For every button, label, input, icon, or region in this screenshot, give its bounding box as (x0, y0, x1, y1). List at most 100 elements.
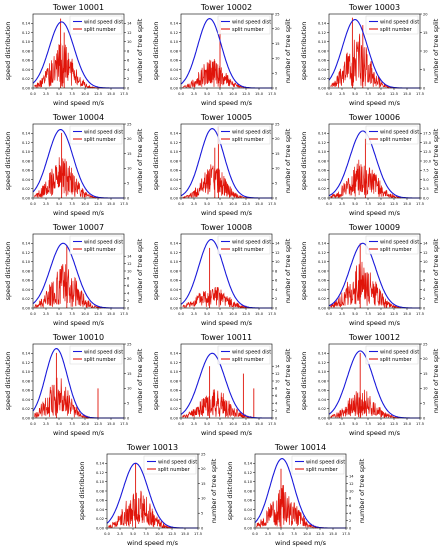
chart-3: Tower 10003 0.0 2.5 5.0 7.5 10.0 12.5 15.0 17.5 0… (300, 3, 440, 107)
y-axis-label: speed distribution (226, 462, 234, 521)
y-tick-label: 0.06 (318, 59, 327, 63)
legend: wind speed dist split number (69, 15, 123, 35)
legend-label-split-number: split number (232, 357, 265, 363)
legend: wind speed dist split number (217, 345, 271, 365)
x-tick-label: 5.0 (130, 532, 136, 536)
y-axis-label: speed distribution (4, 242, 12, 301)
y-tick-label: 0.12 (22, 361, 30, 365)
y2-tick-label: 4 (275, 288, 278, 292)
chart-7: Tower 10007 0.0 2.5 5.0 7.5 10.0 12.5 15.0 17.5 0… (4, 223, 144, 327)
x-tick-label: 0.0 (30, 312, 36, 316)
x-tick-label: 12.5 (390, 312, 398, 316)
y-tick-label: 0.12 (96, 471, 104, 475)
chart-1: Tower 10001 0.0 2.5 5.0 7.5 10.0 12.5 15.0 17.5 0… (4, 3, 144, 107)
x-tick-label: 15.0 (403, 422, 412, 426)
y-tick-label: 0.08 (244, 489, 253, 493)
x-tick-label: 2.5 (117, 532, 123, 536)
x-tick-label: 10.0 (377, 92, 386, 96)
x-tick-label: 7.5 (217, 202, 223, 206)
x-tick-label: 2.5 (43, 92, 49, 96)
y-tick-label: 0.02 (22, 297, 30, 301)
legend-label-wind-speed-dist: wind speed dist (84, 129, 123, 135)
x-tick-label: 0.0 (178, 92, 184, 96)
y2-tick-label: 15 (201, 482, 206, 486)
y-tick-label: 0.02 (170, 407, 178, 411)
y2-tick-label: 0 (275, 306, 278, 310)
x-tick-label: 10.0 (81, 92, 90, 96)
x-tick-label: 7.5 (217, 422, 223, 426)
y2-tick-label: 8 (127, 277, 130, 281)
x-tick-label: 7.5 (217, 312, 223, 316)
y2-tick-label: 8 (423, 269, 426, 273)
x-tick-label: 0.0 (252, 532, 258, 536)
legend-box (365, 345, 419, 365)
x-tick-label: 5.0 (352, 312, 358, 316)
y2-tick-label: 2 (423, 297, 425, 301)
x-tick-label: 5.0 (352, 202, 358, 206)
y2-tick-label: 0 (201, 526, 204, 530)
x-tick-label: 7.5 (365, 202, 371, 206)
legend-label-wind-speed-dist: wind speed dist (84, 19, 123, 25)
y2-tick-label: 10 (423, 49, 428, 53)
chart-2: Tower 10002 0.0 2.5 5.0 7.5 10.0 12.5 15.0 17.5 0… (152, 3, 292, 107)
y2-tick-label: 6 (275, 279, 278, 283)
y-tick-label: 0.06 (170, 169, 179, 173)
x-tick-label: 5.0 (278, 532, 284, 536)
x-tick-label: 5.0 (204, 202, 210, 206)
y2-tick-label: 0 (127, 306, 130, 310)
y2-tick-label: 15.0 (423, 141, 432, 145)
y2-axis-label: number of tree split (284, 128, 292, 193)
y-tick-label: 0.02 (22, 187, 30, 191)
y2-tick-label: 8 (275, 269, 278, 273)
chart-title: Tower 10003 (348, 3, 400, 12)
x-tick-label: 17.5 (268, 92, 276, 96)
x-tick-label: 17.5 (194, 532, 202, 536)
legend-label-wind-speed-dist: wind speed dist (232, 239, 271, 245)
y-axis-label: speed distribution (4, 132, 12, 191)
x-tick-label: 12.5 (242, 202, 250, 206)
x-axis-label: wind speed m/s (53, 209, 105, 217)
y-tick-label: 0.06 (22, 389, 31, 393)
y-tick-label: 0.08 (96, 489, 105, 493)
y-tick-label: 0.00 (170, 86, 179, 90)
legend-box (69, 345, 123, 365)
y-tick-label: 0.12 (318, 361, 326, 365)
x-tick-label: 12.5 (390, 92, 398, 96)
y2-tick-label: 20 (127, 137, 132, 141)
y-tick-label: 0.06 (22, 279, 31, 283)
y2-tick-label: 0 (127, 86, 130, 90)
x-tick-label: 15.0 (329, 532, 338, 536)
legend: wind speed dist split number (217, 125, 271, 145)
legend-label-split-number: split number (232, 247, 265, 253)
legend-label-split-number: split number (84, 247, 117, 253)
x-tick-label: 2.5 (43, 422, 49, 426)
legend: wind speed dist split number (69, 235, 123, 255)
y-tick-label: 0.00 (96, 526, 105, 530)
x-axis-label: wind speed m/s (53, 99, 105, 107)
y2-tick-label: 20 (423, 357, 428, 361)
y-tick-label: 0.00 (318, 306, 327, 310)
x-tick-label: 10.0 (377, 422, 386, 426)
y-tick-label: 0.14 (96, 462, 105, 466)
y-tick-label: 0.02 (170, 77, 178, 81)
y-tick-label: 0.10 (22, 370, 31, 374)
y2-tick-label: 20 (423, 12, 428, 16)
y2-tick-label: 20 (201, 467, 206, 471)
x-tick-label: 0.0 (178, 312, 184, 316)
legend-label-wind-speed-dist: wind speed dist (232, 19, 271, 25)
y2-tick-label: 5 (275, 72, 277, 76)
y-tick-label: 0.12 (22, 141, 30, 145)
x-axis-label: wind speed m/s (349, 319, 401, 327)
y2-axis-label: number of tree split (136, 238, 144, 303)
legend: wind speed dist split number (365, 235, 419, 255)
legend-box (365, 235, 419, 255)
y-tick-label: 0.12 (170, 361, 178, 365)
y-axis-label: speed distribution (152, 242, 160, 301)
x-tick-label: 7.5 (365, 92, 371, 96)
y2-tick-label: 17.5 (423, 132, 431, 136)
y-tick-label: 0.04 (22, 398, 31, 402)
chart-12: Tower 10012 0.0 2.5 5.0 7.5 10.0 12.5 15.0 17.5 0… (300, 333, 440, 437)
chart-5: Tower 10005 0.0 2.5 5.0 7.5 10.0 12.5 15.0 17.5 0… (152, 113, 292, 217)
y2-tick-label: 12 (275, 251, 280, 255)
x-tick-label: 0.0 (326, 202, 332, 206)
